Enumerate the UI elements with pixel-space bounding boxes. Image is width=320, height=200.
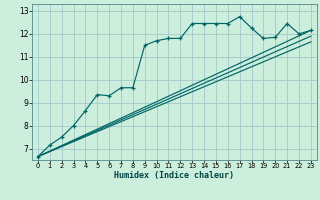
X-axis label: Humidex (Indice chaleur): Humidex (Indice chaleur) [115,171,234,180]
